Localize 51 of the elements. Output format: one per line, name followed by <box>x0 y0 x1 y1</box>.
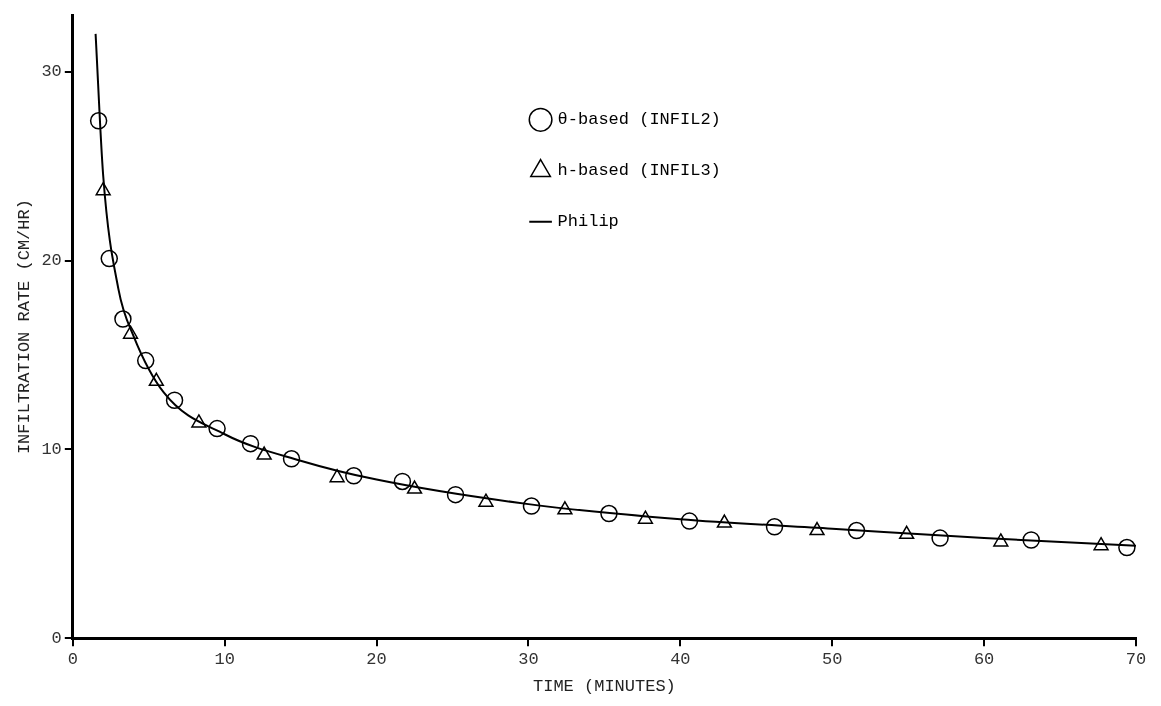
x-tick-label: 20 <box>366 649 387 669</box>
x-tick-label: 70 <box>1125 649 1147 669</box>
y-tick-label: 10 <box>41 439 62 459</box>
x-tick-label: 40 <box>670 649 691 669</box>
point <box>95 181 111 196</box>
point <box>406 480 423 494</box>
point <box>136 351 155 370</box>
y-axis-title: INFILTRATION RATE (CM/HR) <box>14 199 34 455</box>
point <box>600 504 618 523</box>
legend-label: Philip <box>557 212 619 232</box>
point <box>241 434 260 453</box>
point <box>345 467 363 485</box>
point <box>993 533 1009 547</box>
y-tick-label: 0 <box>51 628 62 648</box>
x-tick-label: 30 <box>518 649 539 669</box>
point <box>1093 536 1109 551</box>
point <box>847 521 866 540</box>
point <box>522 497 541 515</box>
point <box>208 419 226 438</box>
point <box>446 485 465 504</box>
point <box>100 249 119 268</box>
x-tick-label: 10 <box>214 649 235 669</box>
x-tick-label: 60 <box>973 649 995 669</box>
y-tick-label: 20 <box>41 251 62 270</box>
point <box>89 112 108 130</box>
point <box>716 514 733 528</box>
point <box>282 450 301 468</box>
point <box>478 493 494 507</box>
point <box>148 372 165 387</box>
legend-label: θ-based (INFIL2) <box>557 110 721 130</box>
point <box>680 512 699 530</box>
point <box>765 518 784 536</box>
y-tick-label: 30 <box>41 62 62 82</box>
x-tick-label: 50 <box>822 649 843 669</box>
point <box>393 472 412 491</box>
point <box>637 510 654 524</box>
point <box>329 468 345 483</box>
point <box>1022 531 1040 549</box>
point <box>165 391 184 409</box>
point <box>1118 538 1136 557</box>
point <box>256 446 272 460</box>
x-axis-title: TIME (MINUTES) <box>532 677 676 697</box>
point <box>898 525 915 540</box>
point <box>191 414 207 428</box>
x-tick-label: 0 <box>67 649 78 669</box>
point <box>114 310 132 328</box>
point <box>931 529 949 547</box>
point <box>809 521 825 536</box>
point <box>557 501 573 515</box>
point <box>122 325 139 339</box>
legend-label: h-based (INFIL3) <box>557 161 721 181</box>
